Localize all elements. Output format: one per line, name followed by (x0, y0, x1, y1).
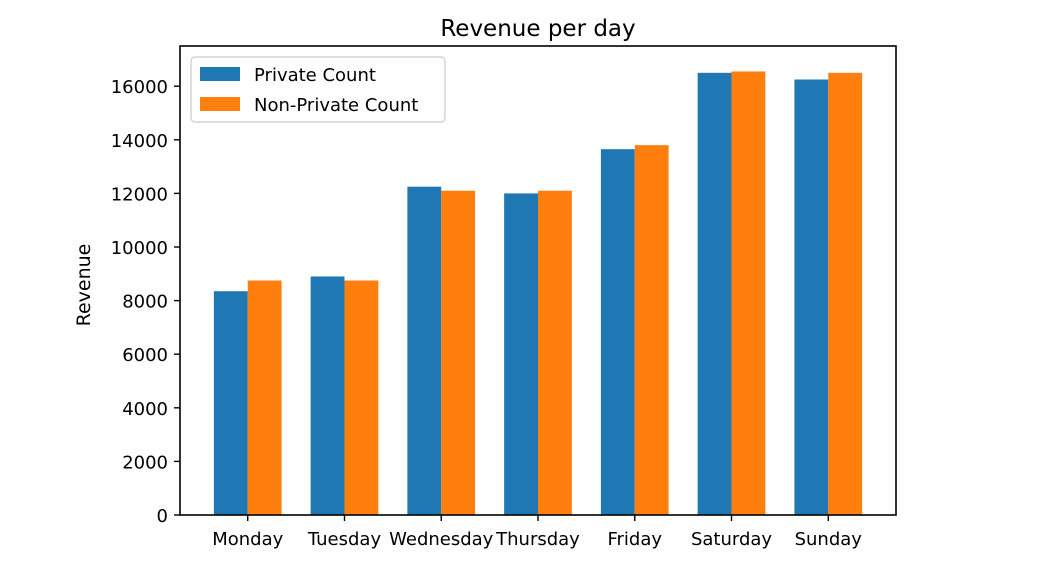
x-tick-label-tuesday: Tuesday (307, 529, 382, 550)
bar-non-private-wednesday (441, 190, 476, 515)
chart-title: Revenue per day (440, 16, 635, 42)
y-tick-label: 2000 (122, 452, 168, 473)
y-axis-label: Revenue (73, 244, 95, 327)
bar-private-wednesday (407, 186, 442, 515)
y-tick-label: 14000 (111, 131, 168, 152)
y-tick-label: 16000 (111, 77, 168, 98)
bar-private-saturday (697, 72, 732, 516)
legend-label-private: Private Count (254, 65, 376, 86)
x-tick-label-saturday: Saturday (691, 529, 772, 550)
x-tick-label-monday: Monday (212, 529, 283, 550)
y-tick-label: 8000 (122, 292, 168, 313)
bar-non-private-monday (247, 280, 282, 515)
x-tick-label-sunday: Sunday (795, 529, 863, 550)
bar-private-thursday (504, 193, 538, 515)
legend: Private Count Non-Private Count (190, 56, 446, 123)
bar-non-private-saturday (731, 71, 766, 516)
legend-swatch-private (200, 67, 240, 81)
y-tick-label: 10000 (111, 238, 168, 259)
y-tick-label: 0 (157, 506, 168, 527)
bar-non-private-sunday (828, 72, 863, 516)
x-tick-label-thursday: Thursday (495, 529, 580, 550)
bar-non-private-thursday (538, 190, 572, 515)
legend-swatch-non-private (200, 97, 240, 111)
bar-private-tuesday (310, 276, 345, 515)
y-tick-label: 12000 (111, 184, 168, 205)
x-tick-label-friday: Friday (607, 529, 662, 550)
bar-private-sunday (794, 79, 829, 515)
legend-label-non-private: Non-Private Count (254, 95, 418, 116)
y-tick-label: 4000 (122, 399, 168, 420)
bar-non-private-friday (634, 145, 669, 515)
bar-private-monday (213, 291, 248, 515)
x-tick-label-wednesday: Wednesday (389, 529, 494, 550)
bar-non-private-tuesday (344, 280, 379, 515)
bar-private-friday (600, 149, 635, 515)
y-tick-label: 6000 (122, 345, 168, 366)
legend-box (190, 56, 446, 123)
